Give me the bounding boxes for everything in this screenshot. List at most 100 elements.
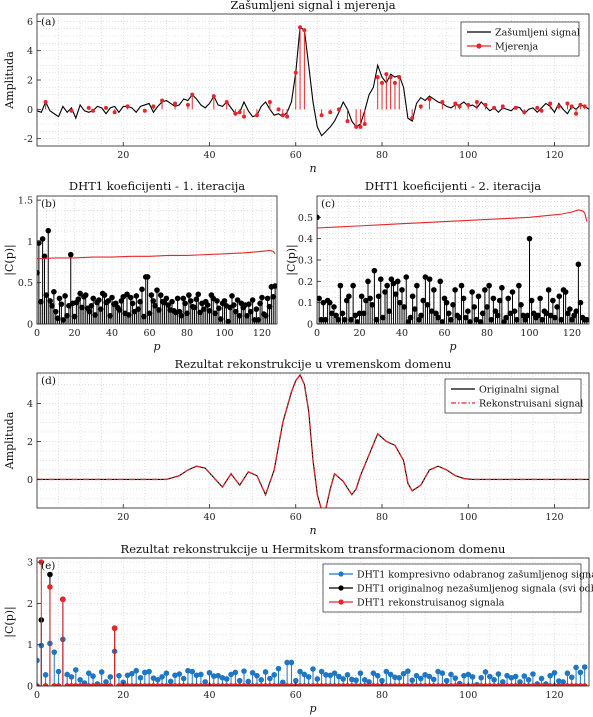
series-c-0-stem xyxy=(505,295,512,324)
stem-marker xyxy=(547,312,554,319)
stem-marker xyxy=(39,236,46,242)
stem-marker xyxy=(409,683,415,686)
series-d-1-line xyxy=(37,373,589,508)
series-c-0-stem xyxy=(562,289,569,324)
stem-marker xyxy=(411,306,418,312)
series-c-0-stem xyxy=(384,282,390,324)
series-e-2-stem xyxy=(323,683,329,686)
series-c-0-stem xyxy=(350,282,356,324)
series-e-2-stem xyxy=(215,683,221,686)
stem-marker xyxy=(288,659,295,666)
stem-marker xyxy=(129,670,135,677)
stem-marker xyxy=(352,312,359,319)
series-a-1-stem xyxy=(556,104,561,110)
series-c-0-stem xyxy=(335,316,342,324)
series-c-0-stem xyxy=(437,278,444,324)
ytick-label: 4 xyxy=(27,399,33,410)
stem-marker xyxy=(477,319,484,324)
series-e-2-stem xyxy=(525,683,532,686)
stem-marker xyxy=(150,298,157,304)
stem-marker xyxy=(488,316,495,323)
ytick-label: 0 xyxy=(27,320,33,331)
y-axis-label: |C(p)| xyxy=(3,244,17,275)
series-b-0-stem xyxy=(259,294,265,324)
series-e-2-stem xyxy=(37,683,40,686)
stem-marker xyxy=(508,683,515,686)
stem-marker xyxy=(96,297,102,303)
series-e-2-stem xyxy=(172,683,178,686)
stem-marker xyxy=(518,302,524,308)
stem-marker xyxy=(116,683,122,686)
stem-marker xyxy=(340,683,346,686)
stem-marker xyxy=(91,108,96,113)
stem-marker xyxy=(142,669,148,676)
stem-marker xyxy=(297,683,303,686)
stem-marker xyxy=(144,274,151,280)
xtick-label: 40 xyxy=(106,328,118,339)
series-e-2-stem xyxy=(185,683,191,686)
stem-marker xyxy=(276,107,281,112)
stem-marker xyxy=(314,676,321,682)
series-c-0-stem xyxy=(390,280,397,324)
stem-marker xyxy=(242,114,246,119)
stem-marker xyxy=(43,100,48,104)
stem-marker xyxy=(52,308,59,315)
stem-marker xyxy=(422,683,428,686)
stem-marker xyxy=(219,674,226,681)
series-e-2-stem xyxy=(538,683,545,686)
series-c-0-stem xyxy=(371,267,378,324)
series-c-0-stem xyxy=(369,302,376,324)
stem-marker xyxy=(520,312,526,319)
stem-marker xyxy=(569,104,574,109)
stem-marker xyxy=(232,683,239,686)
stem-marker xyxy=(301,683,308,686)
series-c-0-stem xyxy=(488,316,495,324)
stem-marker xyxy=(441,295,448,302)
stem-marker xyxy=(387,683,394,686)
panel-label: (a) xyxy=(41,16,55,28)
stem-marker xyxy=(160,98,165,103)
stem-marker xyxy=(326,299,333,306)
series-e-2-stem xyxy=(413,683,420,686)
series-b-0-stem xyxy=(204,302,211,324)
stem-marker xyxy=(211,673,217,679)
stem-marker xyxy=(272,283,277,289)
series-e-2-stem xyxy=(564,683,571,686)
stem-marker xyxy=(538,675,545,682)
stem-marker xyxy=(577,669,584,676)
stem-marker xyxy=(478,683,484,686)
stem-marker xyxy=(486,282,492,289)
stem-marker xyxy=(414,282,420,289)
series-e-2-stem xyxy=(297,683,303,686)
stem-marker xyxy=(101,292,108,298)
stem-marker xyxy=(452,675,459,681)
series-c-0-stem xyxy=(363,297,369,324)
stem-marker xyxy=(73,667,79,673)
stem-marker xyxy=(426,673,433,680)
legend-item: DHT1 rekonstruisanog signala xyxy=(329,598,505,609)
ytick-label: 0.1 xyxy=(298,298,313,309)
series-e-2-stem xyxy=(374,683,381,686)
stem-marker xyxy=(409,677,415,684)
stem-marker xyxy=(537,295,543,302)
stem-marker xyxy=(375,75,380,80)
series-b-0-stem xyxy=(272,283,277,324)
series-a-1-stem xyxy=(492,105,497,110)
stem-marker xyxy=(517,679,523,685)
stem-marker xyxy=(530,671,536,677)
series-c-0-stem xyxy=(458,282,465,324)
legend-swatch-marker xyxy=(338,599,344,605)
series-c-0-stem xyxy=(511,308,518,324)
stem-marker xyxy=(182,300,188,307)
stem-marker xyxy=(525,677,532,683)
series-c-0-stem xyxy=(550,297,556,324)
series-e-2-stem xyxy=(262,683,269,686)
stem-marker xyxy=(499,683,506,686)
series-b-0-stem xyxy=(101,292,108,324)
series-e-2-stem xyxy=(73,683,79,686)
stem-marker xyxy=(581,683,588,686)
stem-marker xyxy=(445,310,452,317)
chart-title: DHT1 koeficijenti - 2. iteracija xyxy=(365,179,541,193)
series-e-2-stem xyxy=(452,683,459,686)
stem-marker xyxy=(409,293,416,300)
